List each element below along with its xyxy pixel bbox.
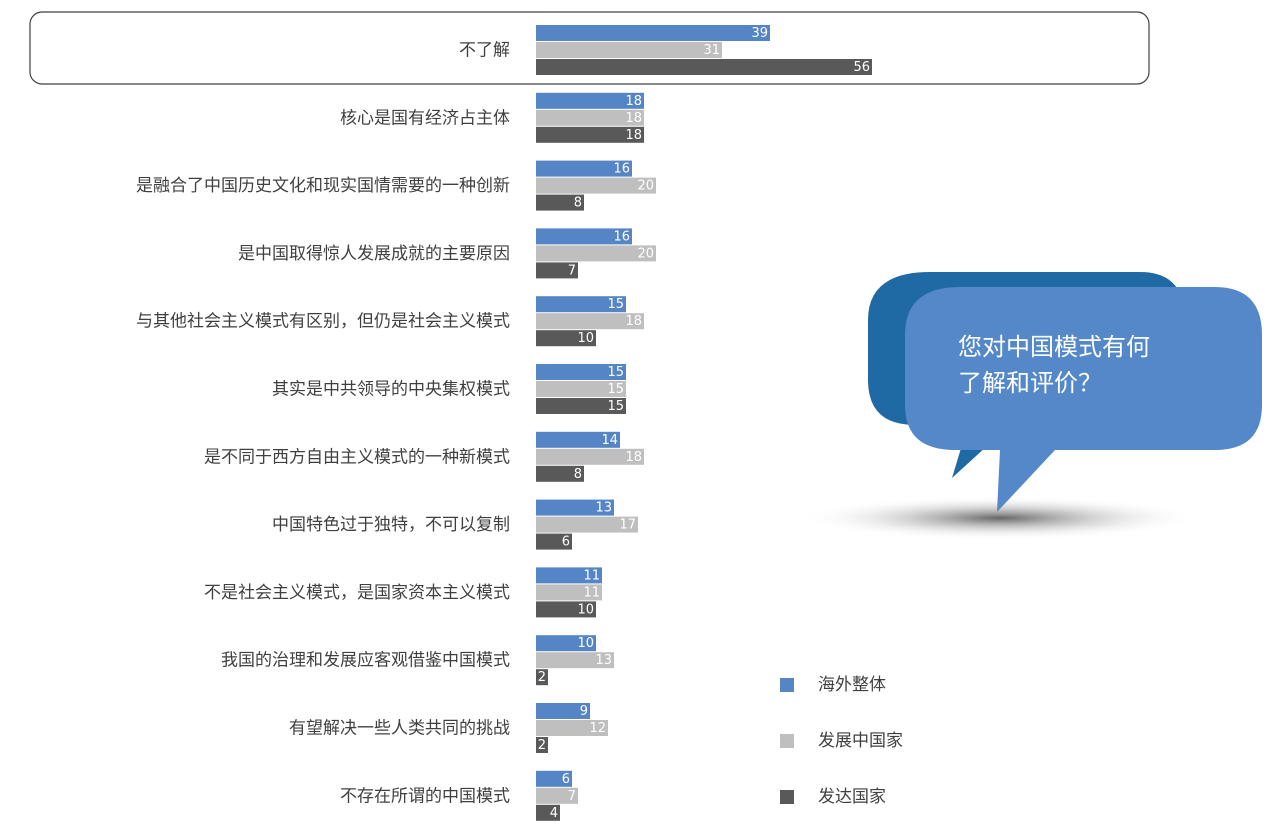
bar [536,669,548,686]
bar [536,567,602,584]
callout-text: 您对中国模式有何 [958,333,1150,361]
value-label: 11 [583,585,600,600]
legend-swatch [780,678,794,692]
value-label: 7 [568,263,576,278]
bar [536,228,632,245]
value-label: 20 [637,179,654,194]
category-label: 其实是中共领导的中央集权模式 [272,380,510,400]
bar [536,177,656,194]
bar [536,364,626,380]
value-label: 2 [538,670,546,685]
bar [536,330,596,347]
bar [536,431,620,448]
bar [536,703,590,719]
bar [536,533,572,550]
value-label: 8 [574,467,582,482]
value-label: 15 [607,382,624,397]
value-label: 16 [613,229,630,244]
bar [536,720,608,736]
value-label: 13 [595,653,612,668]
category-label: 不存在所谓的中国模式 [340,786,510,806]
bar [536,737,548,753]
bar [536,59,872,75]
category-label: 与其他社会主义模式有区别，但仍是社会主义模式 [136,312,510,332]
value-label: 15 [607,297,624,312]
bar [536,245,656,262]
value-label: 4 [550,806,558,821]
value-label: 39 [751,26,768,41]
value-label: 18 [625,94,642,109]
bar [536,770,572,787]
category-label: 中国特色过于独特，不可以复制 [272,515,510,535]
value-label: 10 [577,636,594,651]
value-label: 15 [607,365,624,380]
legend-swatch [780,790,794,804]
value-label: 9 [580,704,588,719]
category-label: 是融合了中国历史文化和现实国情需要的一种创新 [136,176,510,196]
value-label: 7 [568,789,576,804]
bar [536,465,584,482]
category-label: 有望解决一些人类共同的挑战 [289,719,510,739]
value-label: 18 [625,128,642,143]
category-label: 我国的治理和发展应客观借鉴中国模式 [221,651,510,671]
bar [536,194,584,211]
bar [536,25,770,41]
value-label: 13 [595,501,612,516]
bar [536,160,632,177]
legend-label: 海外整体 [818,675,886,695]
value-label: 18 [625,314,642,329]
category-label: 核心是国有经济占主体 [340,108,510,128]
bar [536,516,638,533]
bar [536,448,644,465]
value-label: 14 [601,433,618,448]
category-label: 不是社会主义模式，是国家资本主义模式 [204,583,510,603]
bar [536,381,626,397]
value-label: 11 [583,568,600,583]
bar [536,787,578,804]
legend-label: 发展中国家 [818,731,903,751]
value-label: 31 [703,43,720,58]
legend-label: 发达国家 [818,787,886,807]
value-label: 10 [577,331,594,346]
value-label: 8 [574,196,582,211]
bar [536,296,626,313]
value-label: 12 [589,721,606,736]
bubble-shadow [800,496,1200,540]
bar [536,584,602,601]
value-label: 17 [619,518,636,533]
bar [536,804,560,821]
bar [536,109,644,126]
bar [536,601,596,618]
bar [536,42,722,58]
bar [536,499,614,516]
value-label: 6 [562,772,570,787]
bar [536,92,644,109]
value-label: 10 [577,602,594,617]
highlight-box [29,11,1150,85]
category-label: 是中国取得惊人发展成就的主要原因 [238,244,510,264]
legend-swatch [780,734,794,748]
value-label: 20 [637,246,654,261]
bar [536,262,578,279]
value-label: 15 [607,399,624,414]
value-label: 18 [625,450,642,465]
value-label: 56 [853,60,870,75]
value-label: 2 [538,738,546,753]
value-label: 6 [562,535,570,550]
bar [536,398,626,414]
bar [536,313,644,330]
value-label: 16 [613,162,630,177]
bar [536,635,596,652]
bar [536,652,614,669]
bar [536,126,644,143]
callout-text: 了解和评价？ [958,369,1102,397]
bubble-front [905,287,1262,512]
category-label: 不了解 [459,41,510,61]
category-label: 是不同于西方自由主义模式的一种新模式 [204,447,510,467]
value-label: 18 [625,111,642,126]
